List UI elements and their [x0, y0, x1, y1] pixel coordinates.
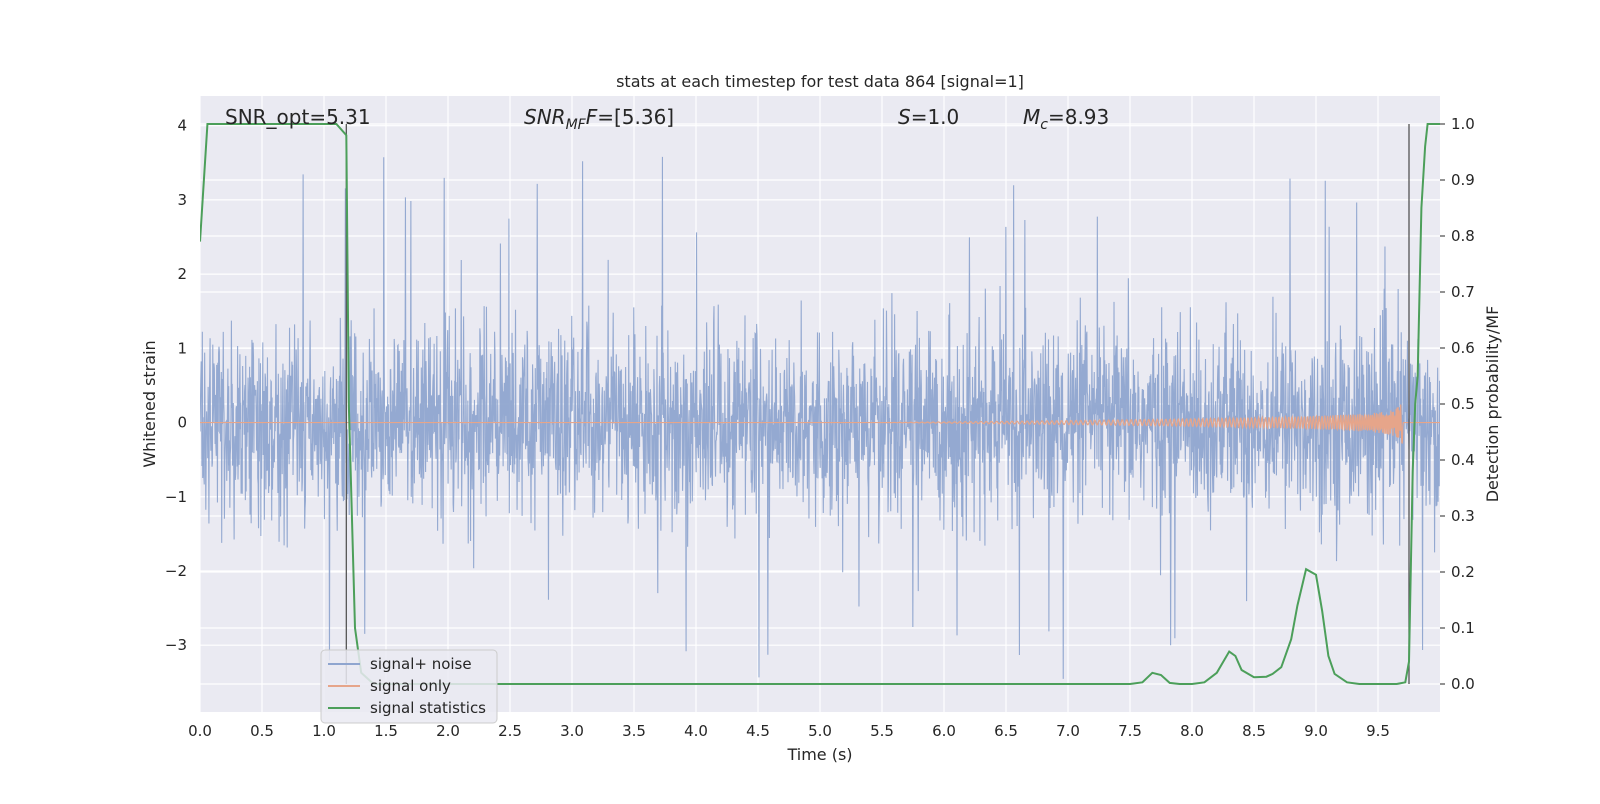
legend-box — [320, 649, 498, 724]
y-tick-label-left: 0 — [177, 414, 187, 432]
x-tick-label: 1.5 — [374, 722, 398, 740]
x-tick-label: 9.5 — [1366, 722, 1390, 740]
y-tick-label-left: 2 — [177, 265, 187, 283]
x-tick-label: 6.0 — [932, 722, 956, 740]
x-tick-label: 0.5 — [250, 722, 274, 740]
series-signal-only — [200, 404, 1440, 444]
y-tick-label-left: 4 — [177, 117, 187, 135]
y-tick-label-right: 0.5 — [1451, 395, 1475, 413]
x-tick-label: 8.0 — [1180, 722, 1204, 740]
y-axis-label: Whitened strain — [140, 340, 159, 467]
x-tick-label: 1.0 — [312, 722, 336, 740]
y-tick-label-right: 0.6 — [1451, 339, 1475, 357]
x-tick-label: 3.5 — [622, 722, 646, 740]
y-tick-label-right: 0.4 — [1451, 451, 1475, 469]
x-tick-label: 2.0 — [436, 722, 460, 740]
series-signal-noise — [200, 156, 1440, 679]
x-axis-ticks: 0.0 0.5 1.0 1.5 2.0 2.5 3.0 3.5 4.0 4.5 5.0 5.5 6.0 6… — [188, 722, 1390, 740]
y-tick-label-right: 0.0 — [1451, 675, 1475, 693]
y-tick-label-left: 3 — [177, 191, 187, 209]
x-tick-label: 2.5 — [498, 722, 522, 740]
y-tick-label-right: 0.3 — [1451, 507, 1475, 525]
x-tick-label: 4.0 — [684, 722, 708, 740]
x-tick-label: 5.5 — [870, 722, 894, 740]
y-tick-label-right: 0.8 — [1451, 227, 1475, 245]
x-tick-label: 5.0 — [808, 722, 832, 740]
x-tick-label: 7.0 — [1056, 722, 1080, 740]
y-tick-label-right: 0.1 — [1451, 619, 1475, 637]
annotation-mc: Mc=8.93 — [1023, 105, 1109, 133]
x-tick-label: 3.0 — [560, 722, 584, 740]
y-tick-label-left: −1 — [165, 488, 187, 506]
y-tick-label-right: 0.7 — [1451, 283, 1475, 301]
left-axis-ticks: 4 3 2 1 0 −1 −2 −3 — [165, 117, 187, 655]
y-tick-label-left: −3 — [165, 636, 187, 654]
annotations: SNR_opt=5.31 SNRMFF=[5.36] S=1.0 Mc=8.93 — [225, 105, 1109, 133]
annotation-snr-opt: SNR_opt=5.31 — [225, 105, 371, 129]
chart-title: stats at each timestep for test data 864… — [616, 72, 1024, 91]
y-tick-label-right: 0.2 — [1451, 563, 1475, 581]
x-tick-label: 7.5 — [1118, 722, 1142, 740]
y-tick-label-left: 1 — [177, 339, 187, 357]
x-tick-label: 8.5 — [1242, 722, 1266, 740]
x-tick-label: 9.0 — [1304, 722, 1328, 740]
x-tick-label: 6.5 — [994, 722, 1018, 740]
y-tick-label-right: 0.9 — [1451, 171, 1475, 189]
x-axis-label: Time (s) — [786, 745, 852, 764]
right-axis-ticks: 1.0 0.9 0.8 0.7 0.6 0.5 0.4 0.3 0.2 0.1 0.0 — [1440, 115, 1475, 693]
x-tick-label: 0.0 — [188, 722, 212, 740]
legend-label-signal-only: signal only — [370, 677, 451, 695]
annotation-snr-mf: SNRMFF=[5.36] — [524, 105, 674, 133]
y-axis-right-label: Detection probability/MF — [1483, 306, 1502, 503]
legend: signal+ noise signal only signal statist… — [320, 649, 498, 724]
legend-label-signal-statistics: signal statistics — [370, 699, 486, 717]
legend-label-signal-noise: signal+ noise — [370, 655, 472, 673]
y-tick-label-right: 1.0 — [1451, 115, 1475, 133]
y-tick-label-left: −2 — [165, 562, 187, 580]
annotation-s: S=1.0 — [898, 105, 959, 129]
x-tick-label: 4.5 — [746, 722, 770, 740]
